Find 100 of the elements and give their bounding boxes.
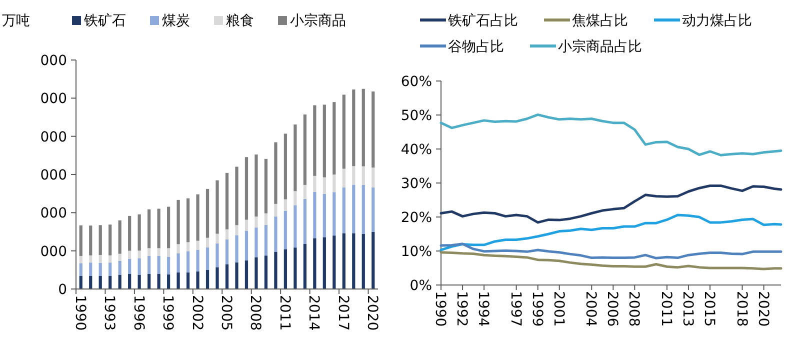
bar [148,248,151,256]
bar [264,213,268,225]
bar [342,168,346,188]
x-tick-label: 1993 [101,295,118,331]
y-tick-label: 40% [400,142,432,158]
y-tick-label: 50% [400,108,432,124]
line-series [440,251,782,270]
bar [342,94,346,169]
bar [216,267,219,289]
bar [176,253,180,272]
x-tick-label: 2001 [550,291,566,327]
bar [79,225,82,256]
bar [372,232,375,289]
bar [303,244,306,289]
x-tick-label: 1990 [72,295,88,331]
bar [166,248,170,257]
bar [108,262,112,276]
x-tick-label: 1997 [507,291,524,327]
bar [225,172,229,230]
bar [98,276,102,289]
bar [284,210,288,250]
bar [196,240,200,250]
bar [294,124,297,192]
bar [216,180,219,234]
bar [157,248,160,256]
bar [352,166,356,185]
bar [284,134,288,200]
bar [206,238,210,248]
x-tick-label: 2005 [218,295,234,331]
bar [342,233,346,289]
legend-label: 煤炭 [162,13,190,29]
bar [235,225,238,236]
bar [274,204,278,217]
bar [313,192,316,238]
x-tick-label: 2002 [188,295,205,331]
bar [332,236,336,289]
bar [206,188,210,238]
legend-label: 谷物占比 [448,39,504,55]
bar [332,174,336,192]
bar [332,102,336,175]
bar [186,242,190,252]
bar [322,177,326,194]
bar [244,157,248,220]
bar [332,192,336,236]
bar [148,274,151,289]
legend-label: 小宗商品占比 [558,39,642,55]
bar [79,263,82,276]
bar [138,274,141,289]
bar [157,208,160,248]
bar [322,104,326,178]
bar [254,154,258,217]
bar [128,250,132,259]
bar [274,216,278,252]
x-tick-label: 2013 [679,291,696,327]
bar [372,188,375,232]
bar [264,224,268,256]
bar [166,206,170,248]
bar [254,257,258,289]
bar [294,205,297,248]
bar [98,262,102,276]
bar [362,166,365,185]
bar [176,200,180,244]
bar [89,276,92,289]
y-axis-title: 万吨 [2,13,30,29]
bar [216,243,219,268]
bar [362,234,365,289]
bar [118,274,122,289]
line-series [440,113,782,156]
bar [186,251,190,272]
legend-label: 焦煤占比 [572,13,628,29]
bar [148,209,151,248]
legend-label: 小宗商品 [290,13,346,29]
bar [264,158,268,214]
line-series [440,184,782,224]
y-tick-label: 0% [410,278,432,294]
x-tick-label: 2015 [700,291,717,327]
bar [206,270,210,289]
x-tick-label: 2014 [306,295,322,331]
bar [303,198,306,244]
bar [186,272,190,289]
legend-label: 铁矿石 [83,13,126,29]
bar [225,229,229,240]
x-tick-label: 1999 [160,295,176,331]
bar [186,198,190,242]
legend-label: 粮食 [226,13,254,29]
bar [313,176,316,192]
bar [303,184,306,199]
y-tick-label: 20% [400,210,432,226]
text: 000 [40,168,67,184]
x-tick-label: 2006 [604,291,620,327]
bar [166,256,170,274]
bar [108,224,112,256]
bar [118,254,122,261]
legend-label: 动力煤占比 [682,13,752,29]
x-tick-label: 1992 [454,291,470,327]
bar [98,225,102,255]
bar [196,250,200,272]
x-tick-label: 2011 [658,291,674,327]
bar [118,220,122,254]
x-tick-label: 1990 [432,291,448,327]
